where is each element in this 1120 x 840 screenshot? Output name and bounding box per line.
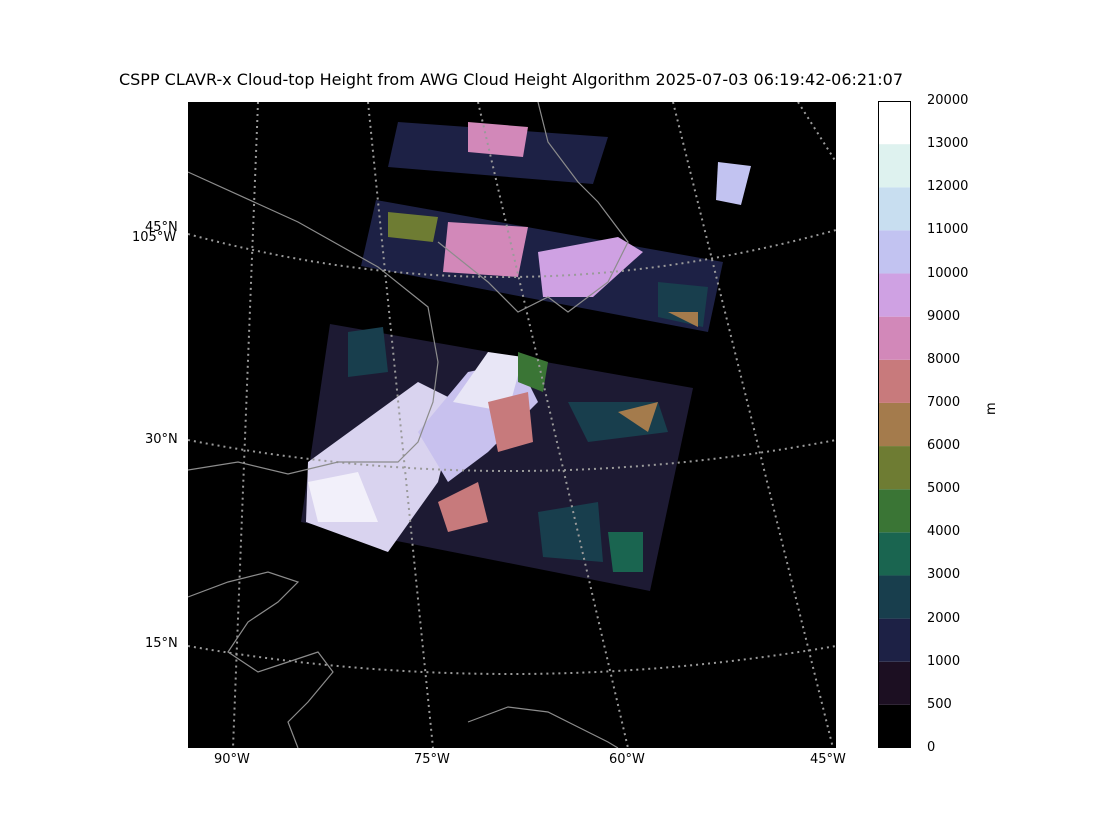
colorbar-swatch [878, 359, 911, 403]
colorbar-swatch [878, 273, 911, 317]
map-canvas[interactable] [188, 102, 836, 748]
colorbar-tick-label: 1000 [927, 653, 961, 669]
lon-label-60w: 60°W [609, 752, 645, 767]
colorbar-swatch [878, 661, 911, 705]
swath-middle [361, 200, 723, 332]
colorbar-swatches [878, 101, 911, 748]
colorbar-tick-label: 6000 [927, 438, 961, 454]
colorbar-swatch [878, 187, 911, 231]
colorbar-swatch [878, 618, 911, 662]
colorbar-tick-label: 3000 [927, 567, 961, 583]
swath-north [388, 122, 751, 205]
colorbar-swatch [878, 532, 911, 576]
colorbar-tick-label: 7000 [927, 394, 961, 410]
colorbar-tick-label: 4000 [927, 524, 961, 540]
coastlines [188, 102, 629, 748]
map-panel[interactable] [188, 102, 836, 748]
colorbar-tick-label: 12000 [927, 179, 969, 195]
colorbar-swatch [878, 402, 911, 447]
lat-label-45n: 45°N [145, 220, 178, 235]
lat-label-15n: 15°N [145, 636, 178, 651]
colorbar-tick-label: 500 [927, 696, 952, 712]
colorbar-tick-label: 9000 [927, 308, 961, 324]
colorbar-swatch [878, 446, 911, 490]
colorbar-tick-label: 20000 [927, 93, 969, 108]
lon-label-90w: 90°W [214, 752, 250, 767]
colorbar-tick-label: 10000 [927, 265, 969, 281]
swath-south [301, 324, 693, 591]
colorbar-tick-label: 11000 [927, 222, 969, 238]
colorbar-tick-label: 2000 [927, 610, 961, 626]
colorbar-units: m [984, 402, 999, 415]
colorbar-swatch [878, 704, 911, 748]
colorbar-swatch [878, 575, 911, 619]
colorbar-swatch [878, 144, 911, 188]
colorbar-tick-label: 13000 [927, 136, 969, 152]
colorbar-swatch [878, 101, 911, 145]
chart-title: CSPP CLAVR-x Cloud-top Height from AWG C… [118, 70, 904, 89]
colorbar-border [878, 101, 911, 748]
colorbar [878, 101, 911, 748]
lat-label-30n: 30°N [145, 432, 178, 447]
lon-label-75w: 75°W [414, 752, 450, 767]
lon-label-45w: 45°W [810, 752, 846, 767]
colorbar-tick-label: 0 [927, 740, 936, 755]
colorbar-swatch [878, 316, 911, 360]
colorbar-tick-label: 8000 [927, 351, 961, 367]
colorbar-swatch [878, 489, 911, 533]
lon-label-105w: 105°W [132, 230, 177, 245]
graticule [188, 102, 836, 748]
colorbar-swatch [878, 230, 911, 274]
colorbar-tick-label: 5000 [927, 481, 961, 497]
